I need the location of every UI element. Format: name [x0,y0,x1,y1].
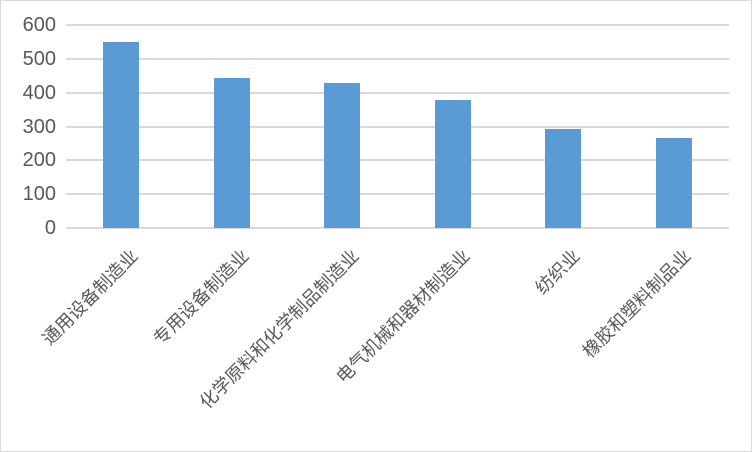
bar [213,78,250,228]
bar [655,138,692,228]
y-tick-label: 400 [22,81,56,104]
y-tick-label: 300 [22,115,56,138]
y-tick-label: 200 [22,149,56,172]
y-tick-label: 600 [22,14,56,36]
gridline [66,125,729,128]
gridline [66,193,729,196]
x-category-label: 纺织业 [531,245,585,299]
x-axis-line [66,227,729,229]
x-category-label: 橡胶和塑料制品业 [578,245,695,362]
bar [324,82,361,228]
bar [434,100,471,228]
y-tick-label: 100 [22,183,56,206]
gridline [66,57,729,60]
y-tick-label: 0 [44,217,56,239]
x-category-label: 专用设备制造业 [149,245,253,349]
y-tick-label: 500 [22,47,56,70]
x-category-label: 通用设备制造业 [38,245,143,349]
gridline [66,159,729,162]
gridline [66,24,729,26]
gridline [66,91,729,94]
bar [545,129,582,228]
bar [103,41,140,228]
